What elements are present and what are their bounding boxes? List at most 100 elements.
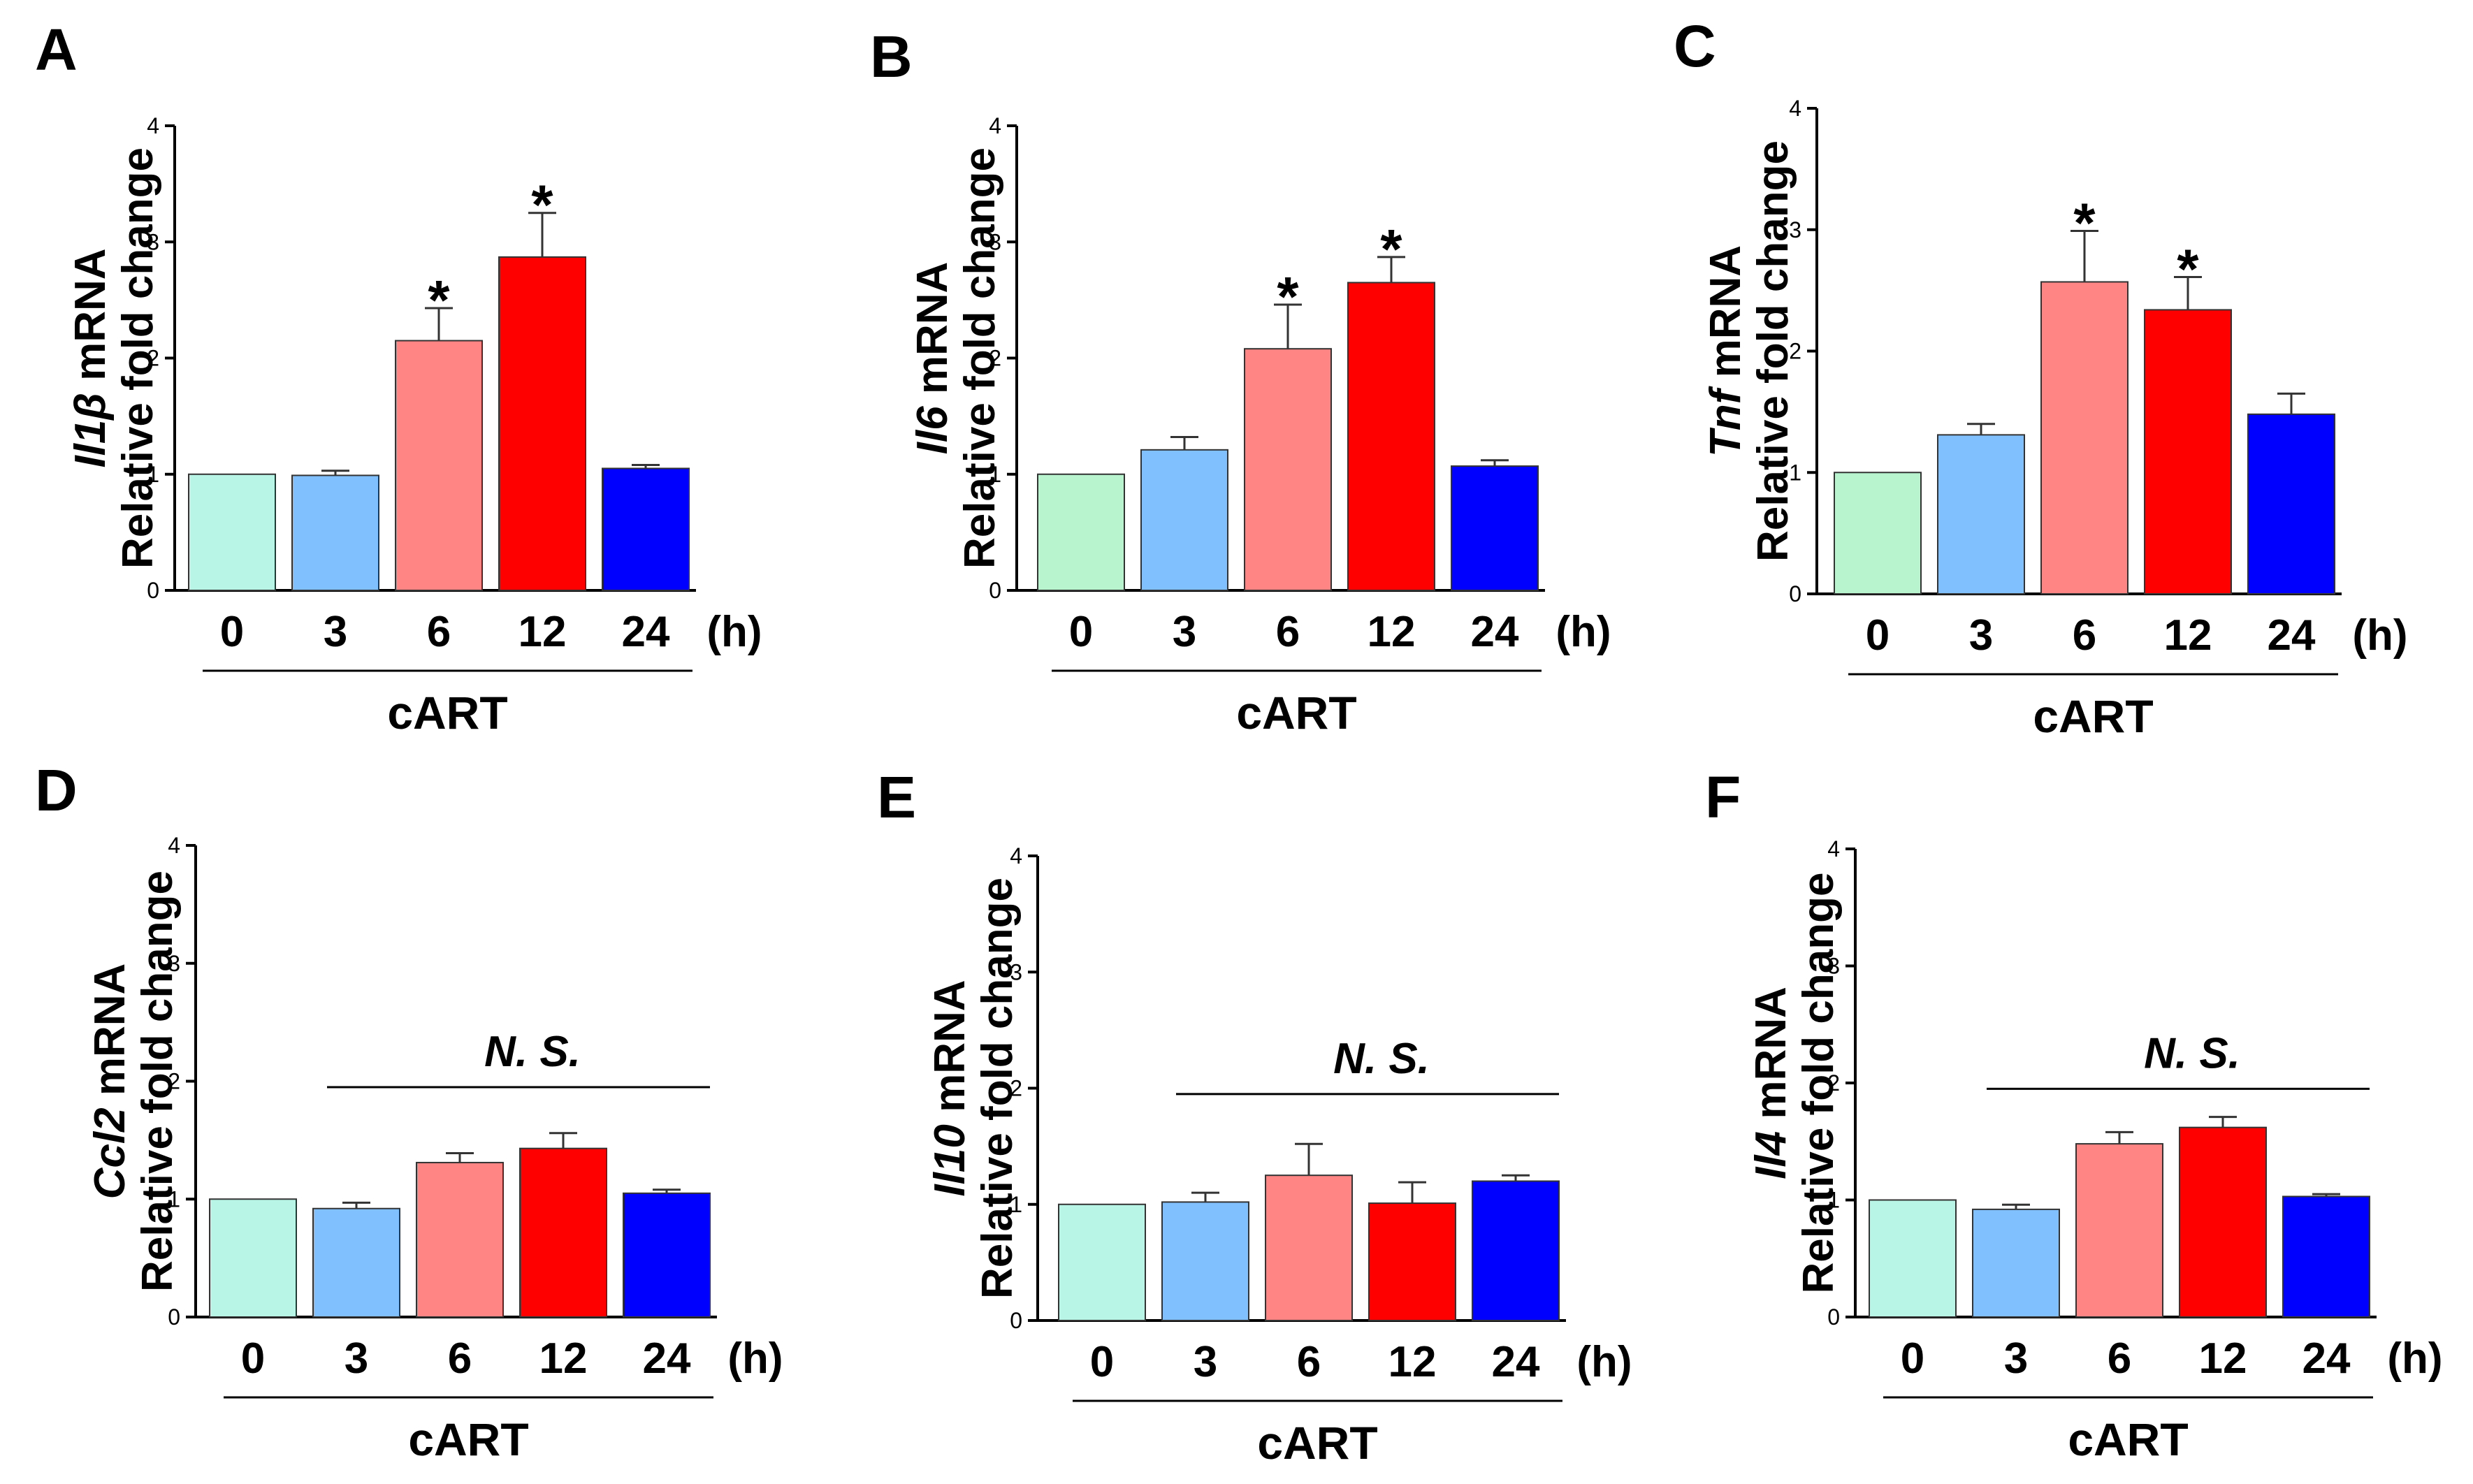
y-tick-label: 3 xyxy=(168,951,180,976)
y-axis-label-relative: Relative fold change xyxy=(1749,140,1797,562)
y-axis-label-gene: Il1β mRNA xyxy=(66,248,115,467)
x-unit-label: (h) xyxy=(706,608,762,656)
ns-label: N. S. xyxy=(2144,1029,2240,1077)
y-axis-label-gene: Il4 mRNA xyxy=(1747,987,1795,1179)
x-tick-label: 12 xyxy=(2199,1334,2247,1383)
significance-star: * xyxy=(531,174,553,236)
bar-3h xyxy=(291,474,379,591)
bar-6h xyxy=(2040,281,2128,595)
x-unit-label: (h) xyxy=(727,1334,783,1383)
x-tick-label: 6 xyxy=(1297,1338,1321,1386)
x-unit-label: (h) xyxy=(2387,1334,2442,1383)
mrna-label: mRNA xyxy=(926,980,974,1124)
panel-letter: C xyxy=(1674,13,1716,79)
bar-3h xyxy=(1140,449,1228,592)
x-tick-label: 3 xyxy=(1173,608,1196,656)
y-tick-label: 3 xyxy=(147,229,159,254)
gene-name: Il4 xyxy=(1747,1131,1795,1179)
group-label: cART xyxy=(387,687,507,739)
y-tick-label: 0 xyxy=(1789,581,1801,606)
y-tick-label: 4 xyxy=(1789,96,1801,121)
x-tick-label: 0 xyxy=(1069,608,1093,656)
x-tick-label: 3 xyxy=(345,1334,368,1383)
y-axis-label-relative: Relative fold change xyxy=(956,147,1004,569)
x-tick-label: 12 xyxy=(1368,608,1416,656)
bar-24h xyxy=(623,1192,711,1318)
y-axis-label-gene: Ccl2 mRNA xyxy=(86,963,134,1200)
x-tick-label: 3 xyxy=(1969,611,1993,660)
significance-star: * xyxy=(1277,265,1299,328)
bar-6h xyxy=(2075,1143,2163,1318)
x-tick-label: 24 xyxy=(2302,1334,2351,1383)
x-tick-label: 6 xyxy=(1276,608,1300,656)
y-axis-label-relative: Relative fold change xyxy=(973,878,1022,1299)
bar-3h xyxy=(1972,1208,2060,1318)
significance-star: * xyxy=(428,269,450,331)
y-tick-label: 1 xyxy=(147,462,159,487)
y-axis-label-relative: Relative fold change xyxy=(114,147,162,569)
bar-24h xyxy=(2247,413,2335,595)
bar-12h xyxy=(519,1147,607,1318)
group-label: cART xyxy=(1257,1417,1377,1469)
panel-letter: E xyxy=(877,764,916,830)
x-tick-label: 3 xyxy=(2004,1334,2028,1383)
bar-0h xyxy=(1834,472,1922,595)
bar-6h xyxy=(395,340,483,591)
ns-label: N. S. xyxy=(1333,1035,1430,1083)
gene-name: Ccl2 xyxy=(86,1107,134,1199)
bar-12h xyxy=(2144,309,2232,595)
x-tick-label: 3 xyxy=(324,608,347,656)
bar-0h xyxy=(188,473,276,591)
mrna-label: mRNA xyxy=(908,262,957,407)
y-axis-label-relative: Relative fold change xyxy=(1794,873,1843,1294)
bar-24h xyxy=(602,467,690,591)
bar-0h xyxy=(1869,1199,1957,1318)
bar-3h xyxy=(1937,434,2025,595)
bar-6h xyxy=(1244,348,1332,591)
x-tick-label: 6 xyxy=(448,1334,472,1383)
mrna-label: mRNA xyxy=(1747,987,1795,1131)
x-tick-label: 6 xyxy=(2073,611,2096,660)
x-unit-label: (h) xyxy=(1576,1338,1632,1386)
x-tick-label: 0 xyxy=(1866,611,1890,660)
y-tick-label: 0 xyxy=(168,1304,180,1330)
bar-24h xyxy=(1472,1180,1560,1321)
gene-name: Il10 xyxy=(926,1124,974,1196)
x-tick-label: 24 xyxy=(2268,611,2316,660)
y-tick-label: 4 xyxy=(147,113,159,138)
x-tick-label: 24 xyxy=(622,608,670,656)
y-axis-label-relative: Relative fold change xyxy=(133,871,182,1292)
y-tick-label: 4 xyxy=(1827,836,1840,861)
y-axis-label-gene: Tnf mRNA xyxy=(1702,245,1750,457)
bar-6h xyxy=(416,1161,504,1318)
bar-3h xyxy=(1161,1201,1249,1322)
gene-name: Il6 xyxy=(908,406,957,454)
bar-0h xyxy=(1037,473,1125,591)
gene-name: Il1β xyxy=(66,393,115,467)
mrna-label: mRNA xyxy=(86,963,134,1108)
y-tick-label: 2 xyxy=(1827,1070,1840,1096)
x-tick-label: 0 xyxy=(1901,1334,1924,1383)
y-tick-label: 1 xyxy=(1827,1188,1840,1213)
significance-star: * xyxy=(2073,191,2096,254)
y-tick-label: 1 xyxy=(168,1186,180,1212)
y-tick-label: 2 xyxy=(1010,1076,1022,1101)
significance-star: * xyxy=(2177,238,2199,300)
y-tick-label: 3 xyxy=(989,229,1001,254)
panel-letter: A xyxy=(35,17,78,82)
significance-star: * xyxy=(1380,218,1402,280)
y-tick-label: 1 xyxy=(1789,460,1801,485)
group-label: cART xyxy=(2068,1413,2188,1465)
y-tick-label: 1 xyxy=(1010,1192,1022,1217)
bar-12h xyxy=(1347,282,1435,591)
y-axis-label-gene: Il6 mRNA xyxy=(908,262,957,455)
group-label: cART xyxy=(408,1413,528,1465)
x-unit-label: (h) xyxy=(1555,608,1611,656)
y-axis-label-gene: Il10 mRNA xyxy=(926,980,974,1196)
y-tick-label: 2 xyxy=(168,1069,180,1094)
x-tick-label: 24 xyxy=(1492,1338,1540,1386)
